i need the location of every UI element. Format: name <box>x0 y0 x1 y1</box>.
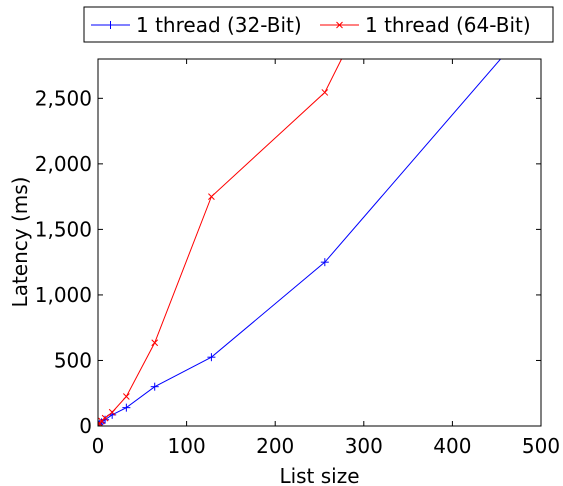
series-2-point <box>101 414 109 422</box>
series-1-point <box>207 353 216 362</box>
y-tick-label: 2,000 <box>35 152 92 176</box>
x-tick-label: 300 <box>345 434 383 458</box>
x-tick-label: 200 <box>256 434 294 458</box>
x-tick-label: 500 <box>522 434 560 458</box>
y-tick-label: 1,500 <box>35 217 92 241</box>
x-tick-label: 400 <box>433 434 471 458</box>
x-axis-label: List size <box>279 464 359 486</box>
legend: 1 thread (32-Bit) 1 thread (64-Bit) <box>83 6 554 43</box>
legend-marker <box>336 21 343 29</box>
legend-label: 1 thread (32-Bit) <box>136 13 302 37</box>
y-tick-label: 1,000 <box>35 283 92 307</box>
series-2-point <box>151 339 159 347</box>
series-1-point <box>320 258 329 267</box>
legend-label: 1 thread (64-Bit) <box>365 13 531 37</box>
series-line-2 <box>98 59 343 425</box>
plot-frame <box>97 58 542 427</box>
legend-marker <box>106 21 115 29</box>
legend-entry-2: 1 thread (64-Bit) <box>320 13 531 37</box>
y-tick-label: 0 <box>79 414 92 438</box>
y-tick-label: 500 <box>54 348 92 372</box>
series-2-point <box>321 89 329 96</box>
series-2-point <box>108 408 116 416</box>
legend-box <box>83 6 554 43</box>
series-line-1 <box>98 59 502 426</box>
y-tick-label: 2,500 <box>35 86 92 110</box>
x-tick-label: 100 <box>168 434 206 458</box>
series-1-point <box>150 382 159 391</box>
series-1-point <box>122 403 131 412</box>
legend-entry-1: 1 thread (32-Bit) <box>91 13 302 37</box>
series-2-point <box>208 193 215 200</box>
x-tick-label: 0 <box>92 434 105 458</box>
y-axis-label: Latency (ms) <box>8 177 32 308</box>
series-1-point <box>548 0 556 4</box>
series-2-point <box>122 393 130 400</box>
